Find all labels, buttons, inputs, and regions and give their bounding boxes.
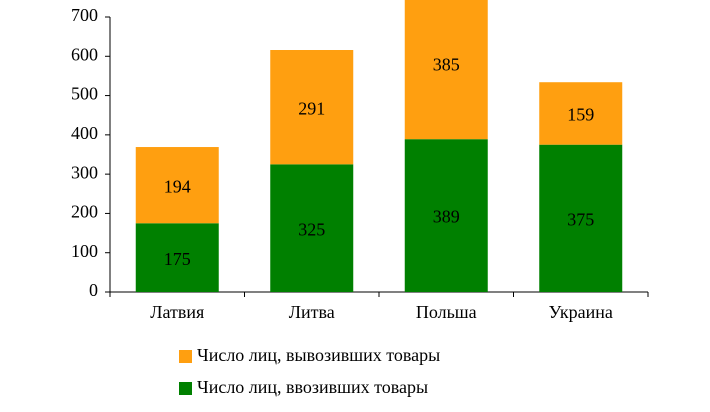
value-label: 385 bbox=[433, 55, 460, 75]
value-label: 291 bbox=[298, 98, 325, 118]
bar-segment bbox=[270, 50, 354, 165]
y-tick-label: 500 bbox=[71, 84, 98, 104]
value-label: 325 bbox=[298, 219, 325, 239]
value-label: 375 bbox=[567, 209, 594, 229]
x-tick-label: Украина bbox=[549, 302, 613, 322]
bar-segment bbox=[135, 147, 219, 224]
bar-segment bbox=[135, 223, 219, 292]
x-tick-label: Литва bbox=[289, 302, 335, 322]
bar-segment bbox=[539, 82, 623, 145]
legend-swatch bbox=[179, 350, 192, 363]
bar-segment bbox=[404, 0, 488, 140]
value-label: 389 bbox=[433, 207, 460, 227]
bar-segment bbox=[539, 144, 623, 292]
value-label: 175 bbox=[164, 249, 191, 269]
legend-label: Число лиц, ввозивших товары bbox=[197, 377, 428, 397]
x-tick-label: Латвия bbox=[150, 302, 204, 322]
y-tick-label: 200 bbox=[71, 202, 98, 222]
y-tick-label: 100 bbox=[71, 241, 98, 261]
bar-segment bbox=[270, 164, 354, 292]
legend-swatch bbox=[179, 382, 192, 395]
y-tick-label: 0 bbox=[89, 280, 98, 300]
x-tick-label: Польша bbox=[416, 302, 477, 322]
y-tick-label: 600 bbox=[71, 44, 98, 64]
bar-segment bbox=[404, 139, 488, 292]
value-label: 194 bbox=[164, 176, 191, 196]
legend-label: Число лиц, вывозивших товары bbox=[197, 345, 440, 365]
y-tick-label: 400 bbox=[71, 123, 98, 143]
value-label: 159 bbox=[567, 105, 594, 125]
y-tick-label: 700 bbox=[71, 5, 98, 25]
y-tick-label: 300 bbox=[71, 162, 98, 182]
